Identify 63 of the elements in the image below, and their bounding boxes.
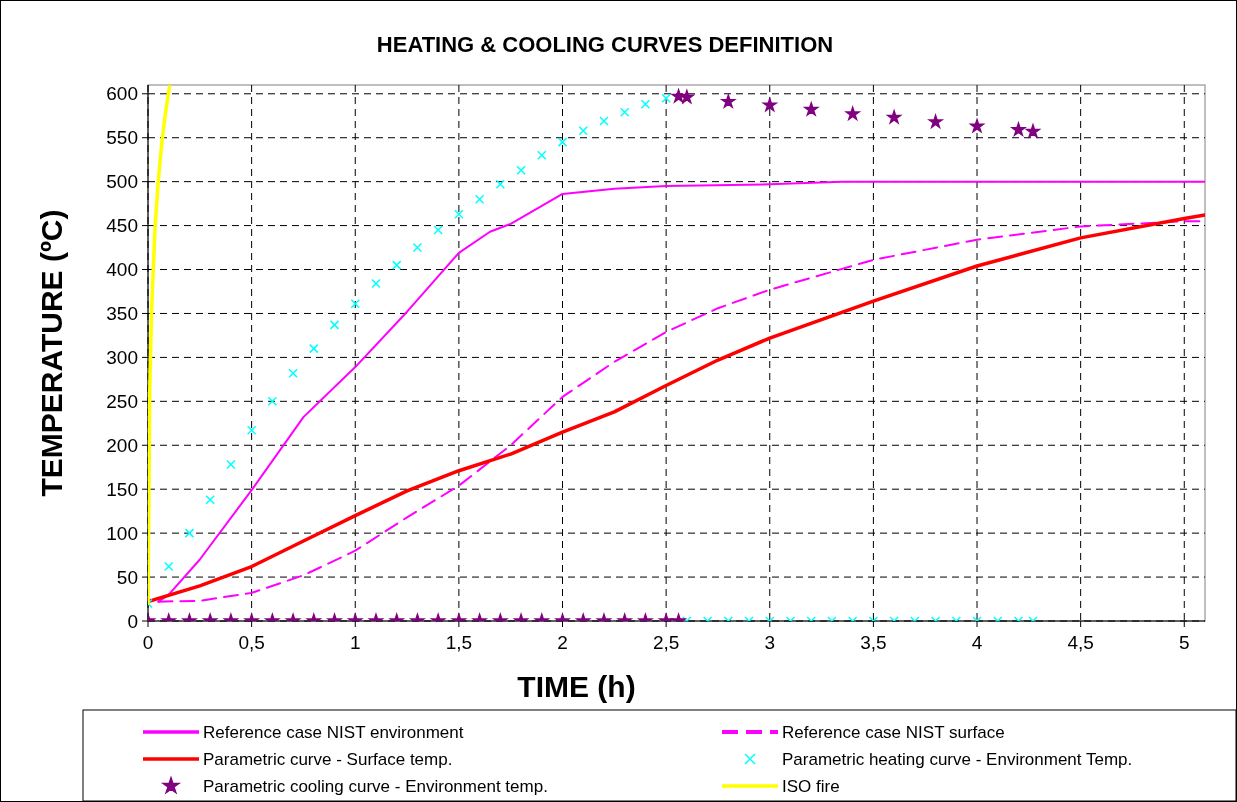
point bbox=[762, 97, 777, 112]
y-tick-label: 100 bbox=[106, 522, 138, 544]
point bbox=[474, 194, 485, 204]
chart-title: HEATING & COOLING CURVES DEFINITION bbox=[376, 32, 834, 57]
y-tick-label: 600 bbox=[106, 83, 138, 105]
y-tick-label: 150 bbox=[106, 478, 138, 500]
point bbox=[640, 99, 651, 110]
x-tick-label: 5 bbox=[1178, 632, 1190, 653]
point bbox=[578, 125, 588, 136]
y-tick-label: 300 bbox=[106, 347, 138, 369]
point bbox=[454, 209, 464, 219]
point bbox=[970, 119, 984, 133]
x-tick-label: 0,5 bbox=[238, 632, 265, 653]
legend-label: Parametric cooling curve - Environment temp. bbox=[203, 776, 548, 796]
x-tick-label: 4 bbox=[971, 632, 983, 653]
legend-label: ISO fire bbox=[782, 776, 840, 796]
point bbox=[804, 102, 819, 116]
legend-label: Reference case NIST environment bbox=[203, 722, 464, 742]
point bbox=[679, 90, 694, 104]
point bbox=[288, 368, 298, 378]
x-tick-label: 3,5 bbox=[860, 632, 887, 653]
y-tick-label: 400 bbox=[106, 259, 138, 281]
point bbox=[661, 93, 671, 103]
point bbox=[599, 116, 609, 126]
line-series bbox=[148, 85, 172, 606]
point bbox=[391, 260, 402, 270]
point bbox=[887, 110, 902, 124]
point bbox=[350, 299, 360, 309]
point bbox=[1011, 122, 1026, 136]
legend-label: Parametric heating curve - Environment Temp. bbox=[782, 749, 1133, 769]
y-tick-label: 250 bbox=[106, 390, 138, 412]
x-tick-label: 0 bbox=[142, 632, 154, 653]
point bbox=[412, 242, 423, 253]
x-tick-label: 1,5 bbox=[445, 632, 473, 653]
point bbox=[619, 107, 630, 117]
point bbox=[329, 320, 340, 330]
point bbox=[845, 106, 860, 121]
point bbox=[371, 278, 381, 289]
point bbox=[928, 114, 943, 128]
x-tick-label: 4,5 bbox=[1067, 632, 1094, 653]
point bbox=[516, 165, 526, 175]
y-tick-label: 50 bbox=[116, 566, 138, 588]
point bbox=[309, 343, 319, 354]
legend-label: Reference case NIST surface bbox=[782, 722, 1005, 742]
y-tick-label: 0 bbox=[127, 610, 138, 632]
point bbox=[721, 94, 736, 108]
y-tick-label: 450 bbox=[106, 215, 138, 237]
y-tick-label: 550 bbox=[106, 127, 138, 149]
y-axis-title: TEMPERATURE (ºC) bbox=[35, 209, 68, 497]
point bbox=[495, 179, 506, 190]
x-tick-label: 2,5 bbox=[652, 632, 680, 653]
point bbox=[433, 225, 443, 235]
point bbox=[557, 137, 568, 147]
x-axis-title: TIME (h) bbox=[517, 670, 636, 703]
point bbox=[537, 150, 547, 161]
y-tick-label: 500 bbox=[106, 171, 138, 193]
point bbox=[1026, 124, 1040, 138]
x-tick-label: 2 bbox=[557, 632, 568, 653]
y-tick-label: 350 bbox=[106, 303, 138, 325]
x-tick-label: 3 bbox=[764, 632, 776, 653]
legend-label: Parametric curve - Surface temp. bbox=[203, 749, 453, 769]
x-tick-label: 1 bbox=[349, 632, 361, 653]
y-tick-label: 200 bbox=[106, 434, 138, 456]
